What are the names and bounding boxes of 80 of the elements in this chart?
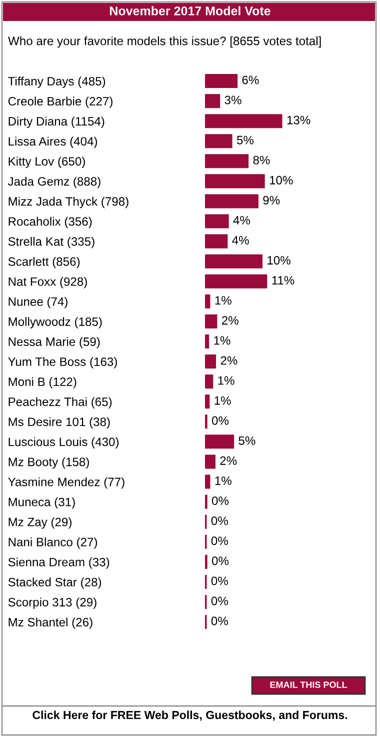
bar (205, 114, 282, 128)
y-tick-label: Mizz Jada Thyck (798) (8, 196, 128, 208)
data-label: 8% (253, 156, 270, 164)
chart-subtitle: Who are your favorite models this issue? [8655 votes total] (8, 36, 321, 48)
data-label: 11% (272, 276, 294, 285)
bar (205, 394, 210, 409)
bar (205, 434, 234, 449)
data-label: 0% (211, 616, 228, 626)
y-tick-label: Yasmine Mendez (77) (8, 477, 124, 489)
data-label: 1% (215, 476, 232, 485)
bar (205, 334, 210, 348)
y-tick-label: Mollywoodz (185) (8, 317, 102, 328)
bar (205, 354, 216, 369)
bar (205, 314, 218, 328)
data-label: 0% (211, 536, 228, 546)
y-tick-label: Peachezz Thai (65) (8, 397, 112, 408)
y-tick-label: Moni B (122) (8, 377, 76, 388)
data-label: 10% (268, 256, 290, 265)
data-label: 3% (224, 96, 242, 104)
data-label: 4% (233, 216, 250, 224)
y-tick-label: Tiffany Days (485) (8, 76, 106, 88)
y-tick-label: Ms Desire 101 (38) (8, 417, 110, 429)
y-tick-label: Scorpio 313 (29) (8, 598, 96, 609)
data-label: 2% (220, 456, 237, 465)
text: Click Here for FREE Web Polls, Guestbooks, and Forums. (32, 710, 348, 721)
data-label: 5% (238, 436, 256, 445)
y-tick-label: Scarlett (856) (8, 256, 80, 268)
data-label: 13% (287, 116, 310, 124)
bar (205, 94, 220, 108)
data-label: 5% (236, 136, 254, 144)
data-label: 10% (270, 176, 293, 184)
bar (205, 254, 263, 268)
data-label: 1% (214, 336, 230, 345)
bar (205, 474, 210, 489)
bar (205, 174, 265, 188)
bar (205, 214, 229, 228)
data-label: 0% (212, 556, 229, 566)
data-label: 2% (222, 316, 238, 325)
y-tick-label: Jada Gemz (888) (8, 176, 100, 188)
y-tick-label: Dirty Diana (1154) (8, 116, 104, 128)
bar (205, 454, 216, 469)
y-tick-label: Sienna Dream (33) (8, 557, 110, 569)
y-tick-label: Nat Foxx (928) (8, 276, 87, 288)
y-tick-label: Mz Booty (158) (8, 457, 89, 469)
data-label: 9% (263, 196, 280, 204)
bar (205, 154, 249, 168)
y-tick-label: Luscious Louis (430) (8, 437, 119, 449)
data-label: 0% (211, 576, 228, 586)
bar (205, 134, 232, 148)
bar (205, 234, 228, 248)
y-tick-label: Mz Shantel (26) (8, 618, 92, 629)
data-label: 0% (211, 516, 228, 526)
data-label: 1% (215, 296, 232, 305)
data-label: 1% (218, 376, 234, 385)
data-label: 2% (220, 356, 238, 365)
y-tick-label: Strella Kat (335) (8, 236, 94, 248)
y-tick-label: Stacked Star (28) (8, 578, 102, 589)
y-tick-label: Nessa Marie (59) (8, 337, 100, 348)
y-tick-label: Mz Zay (29) (8, 517, 72, 529)
data-label: 0% (212, 496, 229, 506)
data-label: 6% (242, 76, 259, 84)
y-tick-label: Rocaholix (356) (8, 216, 92, 228)
data-label: 4% (232, 236, 249, 244)
bar (205, 294, 210, 308)
y-tick-label: Creole Barbie (227) (8, 96, 112, 108)
text: EMAIL THIS POLL (270, 682, 348, 688)
data-label: 1% (214, 396, 231, 405)
data-label: 0% (211, 596, 228, 606)
bar (205, 74, 238, 88)
y-tick-label: Nunee (74) (8, 297, 68, 308)
y-tick-label: Muneca (31) (8, 497, 75, 509)
y-tick-label: Lissa Aires (404) (8, 136, 98, 148)
y-tick-label: Yum The Boss (163) (8, 357, 117, 368)
bar (205, 374, 214, 389)
chart-title: November 2017 Model Vote (110, 6, 270, 16)
data-label: 0% (212, 416, 229, 425)
y-tick-label: Nani Blanco (27) (8, 537, 98, 549)
bar (205, 194, 258, 208)
y-tick-label: Kitty Lov (650) (8, 156, 85, 168)
bar (205, 274, 268, 288)
